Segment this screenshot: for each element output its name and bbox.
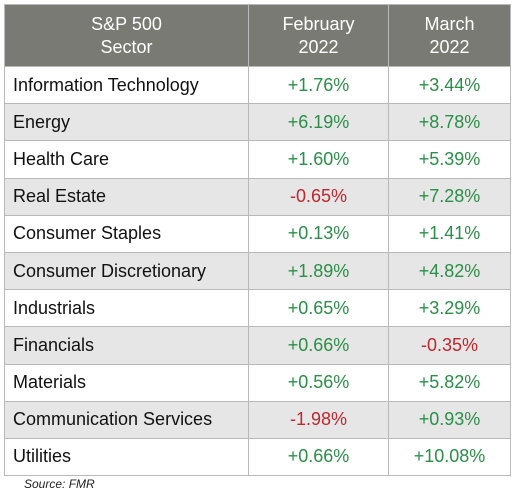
table-row: Consumer Staples +0.13% +1.41% — [4, 214, 511, 253]
sector-cell: Energy — [4, 103, 249, 142]
header-sector-line-1: S&P 500 — [91, 13, 162, 34]
table-row: Consumer Discretionary +1.89% +4.82% — [4, 251, 511, 291]
february-value-cell: +1.89% — [248, 251, 389, 291]
header-sector-line-2: Sector — [100, 36, 153, 57]
march-value-cell: +4.82% — [388, 251, 511, 291]
march-value-cell: +3.29% — [388, 289, 511, 328]
table-row: Health Care +1.60% +5.39% — [4, 140, 511, 179]
source-note: Source: FMR — [24, 477, 95, 491]
sector-cell: Industrials — [4, 289, 249, 328]
february-value-cell: +1.60% — [248, 140, 389, 179]
february-value-cell: +1.76% — [248, 65, 389, 105]
march-value-cell: +8.78% — [388, 103, 511, 142]
february-value-cell: -1.98% — [248, 400, 389, 439]
march-value-cell: +5.39% — [388, 140, 511, 179]
sector-cell: Consumer Discretionary — [4, 251, 249, 291]
table-row: Industrials +0.65% +3.29% — [4, 289, 511, 328]
header-february-line-2: 2022 — [298, 36, 339, 57]
sector-cell: Health Care — [4, 140, 249, 179]
table-row: Real Estate -0.65% +7.28% — [4, 177, 511, 216]
header-march-line-1: March — [424, 13, 475, 34]
february-value-cell: +0.66% — [248, 437, 389, 477]
header-february: February 2022 — [248, 4, 389, 67]
sector-cell: Information Technology — [4, 65, 249, 105]
february-value-cell: +0.65% — [248, 289, 389, 328]
table-row: Financials +0.66% -0.35% — [4, 326, 511, 365]
sector-cell: Communication Services — [4, 400, 249, 439]
header-february-line-1: February — [282, 13, 355, 34]
header-sector: S&P 500 Sector — [4, 4, 249, 67]
march-value-cell: +10.08% — [388, 437, 511, 477]
header-march: March 2022 — [388, 4, 511, 67]
sector-performance-table: S&P 500 Sector February 2022 March 2022 … — [4, 4, 511, 477]
february-value-cell: -0.65% — [248, 177, 389, 216]
march-value-cell: +5.82% — [388, 363, 511, 402]
sector-cell: Consumer Staples — [4, 214, 249, 253]
february-value-cell: +0.56% — [248, 363, 389, 402]
sector-cell: Real Estate — [4, 177, 249, 216]
march-value-cell: +7.28% — [388, 177, 511, 216]
header-row: S&P 500 Sector February 2022 March 2022 — [4, 4, 511, 67]
table-row: Materials +0.56% +5.82% — [4, 363, 511, 402]
table-row: Energy +6.19% +8.78% — [4, 103, 511, 142]
table-row: Communication Services -1.98% +0.93% — [4, 400, 511, 439]
march-value-cell: +1.41% — [388, 214, 511, 253]
february-value-cell: +0.66% — [248, 326, 389, 365]
sector-cell: Utilities — [4, 437, 249, 477]
february-value-cell: +0.13% — [248, 214, 389, 253]
february-value-cell: +6.19% — [248, 103, 389, 142]
table-row: Utilities +0.66% +10.08% — [4, 437, 511, 477]
header-march-line-2: 2022 — [429, 36, 470, 57]
march-value-cell: -0.35% — [388, 326, 511, 365]
sector-cell: Materials — [4, 363, 249, 402]
table-body: Information Technology +1.76% +3.44% Energy… — [4, 65, 511, 477]
march-value-cell: +3.44% — [388, 65, 511, 105]
table-row: Information Technology +1.76% +3.44% — [4, 65, 511, 105]
sector-cell: Financials — [4, 326, 249, 365]
march-value-cell: +0.93% — [388, 400, 511, 439]
